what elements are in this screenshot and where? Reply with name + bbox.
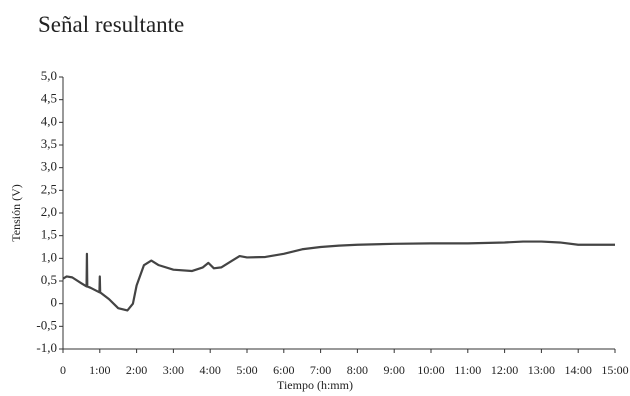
x-tick-label: 4:00 xyxy=(200,363,221,377)
y-axis-label: Tensión (V) xyxy=(9,184,23,241)
x-tick-label: 8:00 xyxy=(347,363,368,377)
x-tick-label: 9:00 xyxy=(384,363,405,377)
x-tick-label: 10:00 xyxy=(417,363,444,377)
x-tick-label: 2:00 xyxy=(126,363,147,377)
x-tick-label: 15:00 xyxy=(601,363,628,377)
x-tick-label: 0 xyxy=(60,363,66,377)
x-tick-label: 12:00 xyxy=(491,363,518,377)
x-tick-label: 6:00 xyxy=(273,363,294,377)
y-tick-label: 5,0 xyxy=(41,68,57,83)
y-tick-label: 2,5 xyxy=(41,181,57,196)
chart-title: Señal resultante xyxy=(38,12,184,37)
x-tick-label: 5:00 xyxy=(236,363,257,377)
data-line xyxy=(62,240,615,312)
y-tick-label: 2,0 xyxy=(41,204,57,219)
y-tick-label: 4,5 xyxy=(41,91,57,106)
x-tick-label: 14:00 xyxy=(565,363,592,377)
x-tick-label: 13:00 xyxy=(528,363,555,377)
y-tick-label: 3,5 xyxy=(41,136,57,151)
x-tick-label: 1:00 xyxy=(89,363,110,377)
y-tick-label: -0,5 xyxy=(36,317,57,332)
x-tick-label: 7:00 xyxy=(310,363,331,377)
y-tick-label: 0 xyxy=(51,295,58,310)
x-tick-label: 11:00 xyxy=(454,363,481,377)
y-tick-label: 0,5 xyxy=(41,272,57,287)
y-tick-label: 4,0 xyxy=(41,113,57,128)
y-tick-label: 3,0 xyxy=(41,159,57,174)
x-tick-label: 3:00 xyxy=(163,363,184,377)
y-tick-label: 1,0 xyxy=(41,249,57,264)
x-axis-label: Tiempo (h:mm) xyxy=(277,378,353,392)
y-tick-label: 1,5 xyxy=(41,227,57,242)
y-tick-label: -1,0 xyxy=(36,340,57,355)
